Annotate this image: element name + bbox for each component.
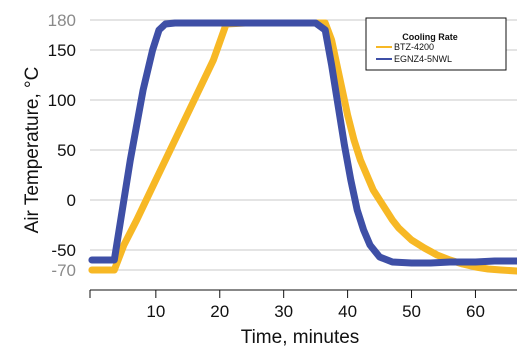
legend: Cooling Rate BTZ-4200 EGNZ4-5NWL xyxy=(365,17,507,71)
legend-box xyxy=(365,17,507,71)
series-lines xyxy=(88,19,517,275)
x-tick-label: 40 xyxy=(338,302,357,321)
legend-label: BTZ-4200 xyxy=(394,42,434,52)
series-line-0 xyxy=(88,19,517,275)
y-tick-label: 150 xyxy=(48,41,76,60)
y-tick-label: 180 xyxy=(48,11,76,30)
legend-label: EGNZ4-5NWL xyxy=(394,54,452,64)
legend-title: Cooling Rate xyxy=(402,32,458,42)
series-line-1 xyxy=(88,19,517,267)
y-tick-label: 100 xyxy=(48,91,76,110)
x-tick-label: 20 xyxy=(210,302,229,321)
y-tick-label: -50 xyxy=(51,241,76,260)
x-tick-label: 30 xyxy=(274,302,293,321)
legend-items: BTZ-4200 EGNZ4-5NWL xyxy=(376,42,452,64)
x-axis-title: Time, minutes xyxy=(241,327,360,347)
x-tick-label: 50 xyxy=(402,302,421,321)
y-axis-title: Air Temperature, °C xyxy=(22,67,43,234)
x-axis-ticks: 10 20 30 40 50 60 xyxy=(89,290,485,321)
y-tick-label: 50 xyxy=(57,141,76,160)
y-tick-label: -70 xyxy=(51,261,76,280)
gridlines xyxy=(90,19,517,291)
x-tick-label: 60 xyxy=(466,302,485,321)
y-axis-ticks: 180 150 100 50 0 -50-70 xyxy=(48,11,76,280)
x-tick-label: 10 xyxy=(146,302,165,321)
y-tick-label: 0 xyxy=(67,191,76,210)
